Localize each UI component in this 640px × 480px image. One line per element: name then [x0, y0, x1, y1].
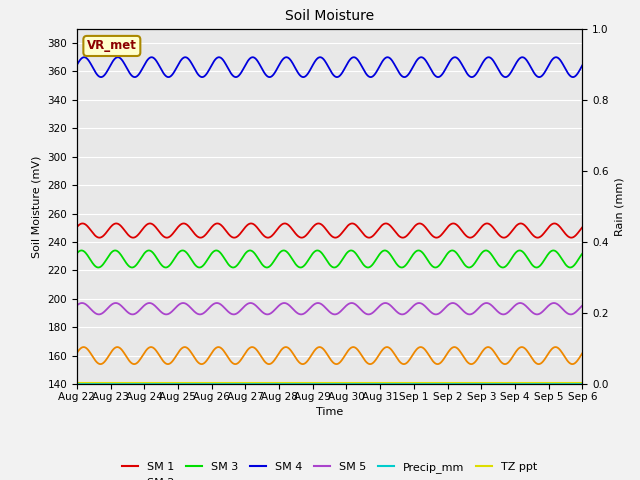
TZ ppt [128, 381, 136, 386]
SM 3 [128, 264, 136, 270]
Text: VR_met: VR_met [87, 39, 137, 52]
TZ ppt [433, 381, 440, 386]
Precip_mm [509, 381, 517, 387]
SM 3 [455, 253, 463, 259]
SM 5 [579, 302, 586, 308]
Precip_mm [128, 381, 136, 387]
Precip_mm [579, 381, 586, 387]
SM 1 [455, 224, 463, 229]
SM 1 [579, 224, 586, 230]
SM 3 [290, 259, 298, 264]
SM 4 [455, 57, 463, 62]
SM 2 [290, 352, 298, 358]
SM 4 [434, 74, 442, 80]
Line: SM 1: SM 1 [77, 224, 582, 238]
SM 3 [205, 255, 212, 261]
SM 3 [246, 248, 254, 253]
SM 3 [434, 264, 442, 269]
SM 1 [73, 224, 81, 230]
SM 2 [131, 361, 138, 367]
Precip_mm [454, 381, 461, 387]
Legend: SM 1, SM 2, SM 3, SM 4, SM 5, Precip_mm, TZ ppt: SM 1, SM 2, SM 3, SM 4, SM 5, Precip_mm,… [117, 457, 542, 480]
SM 4 [290, 62, 298, 68]
SM 5 [213, 300, 221, 306]
SM 1 [434, 235, 442, 240]
Precip_mm [205, 381, 212, 387]
SM 4 [73, 62, 81, 68]
TZ ppt [73, 381, 81, 386]
Line: SM 5: SM 5 [77, 303, 582, 314]
SM 3 [229, 264, 237, 270]
SM 1 [290, 228, 298, 234]
SM 2 [455, 347, 463, 352]
SM 4 [205, 66, 213, 72]
SM 5 [205, 305, 213, 311]
Y-axis label: Soil Moisture (mV): Soil Moisture (mV) [32, 155, 42, 258]
SM 5 [434, 311, 442, 317]
Precip_mm [289, 381, 296, 387]
SM 2 [73, 350, 81, 356]
TZ ppt [579, 381, 586, 386]
TZ ppt [509, 381, 517, 386]
SM 1 [205, 227, 213, 233]
SM 2 [205, 353, 213, 359]
SM 1 [196, 235, 204, 240]
Line: SM 3: SM 3 [77, 251, 582, 267]
SM 4 [511, 63, 518, 69]
SM 5 [511, 303, 518, 309]
SM 2 [579, 350, 586, 356]
Precip_mm [433, 381, 440, 387]
SM 5 [128, 312, 136, 317]
SM 3 [511, 252, 518, 257]
TZ ppt [205, 381, 212, 386]
Title: Soil Moisture: Soil Moisture [285, 10, 374, 24]
X-axis label: Time: Time [316, 407, 343, 417]
TZ ppt [289, 381, 296, 386]
Precip_mm [73, 381, 81, 387]
Line: SM 2: SM 2 [77, 347, 582, 364]
SM 4 [114, 54, 122, 60]
SM 2 [128, 360, 136, 366]
SM 3 [579, 251, 586, 256]
SM 1 [180, 221, 188, 227]
SM 2 [511, 351, 518, 357]
SM 5 [73, 302, 81, 308]
SM 2 [147, 344, 155, 350]
SM 5 [196, 312, 204, 317]
SM 4 [579, 62, 586, 68]
SM 5 [290, 307, 298, 313]
Y-axis label: Rain (mm): Rain (mm) [614, 177, 624, 236]
SM 1 [128, 235, 136, 240]
SM 3 [73, 251, 81, 256]
SM 1 [511, 225, 518, 231]
TZ ppt [454, 381, 461, 386]
SM 4 [131, 74, 139, 80]
SM 2 [434, 361, 442, 367]
SM 4 [129, 73, 136, 79]
Line: SM 4: SM 4 [77, 57, 582, 77]
SM 5 [455, 303, 463, 309]
